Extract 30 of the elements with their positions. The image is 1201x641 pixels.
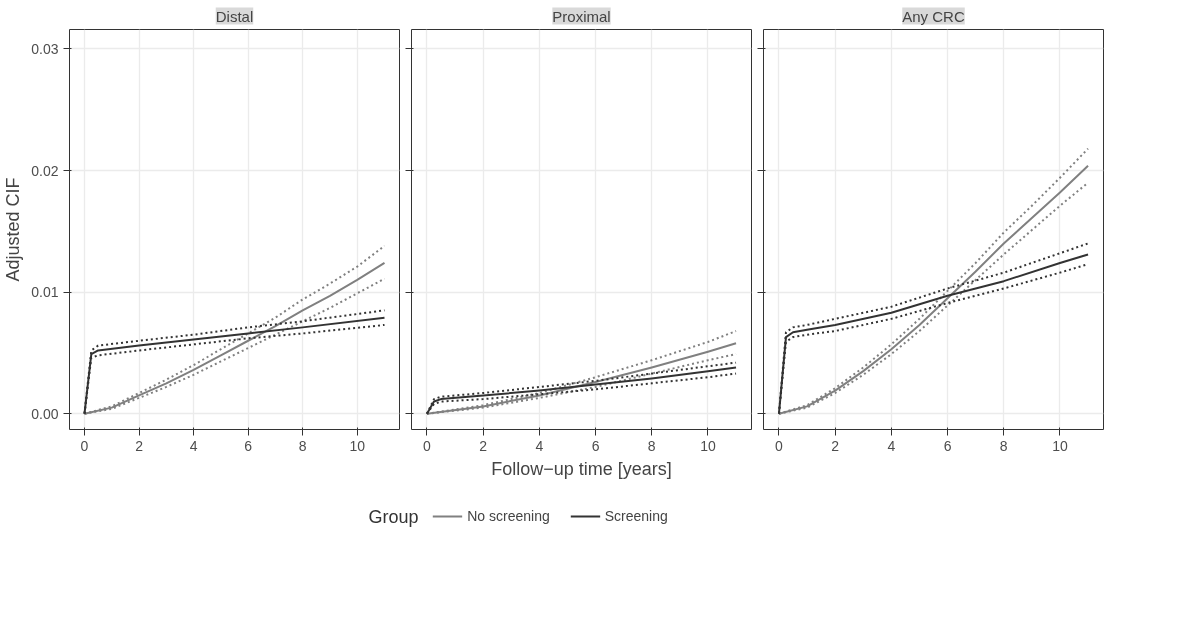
x-tick-label: 4 xyxy=(887,437,896,454)
x-axis-title: Follow−up time [years] xyxy=(491,458,672,479)
x-tick-label: 6 xyxy=(591,437,600,454)
y-tick-label: 0.01 xyxy=(31,284,59,301)
chart-title: Any CRC xyxy=(902,7,965,25)
x-tick-label: 10 xyxy=(700,437,716,454)
x-tick-label: 10 xyxy=(1052,437,1068,454)
x-tick-label: 0 xyxy=(80,437,89,454)
legend-label: Screening xyxy=(604,508,668,524)
legend-label: No screening xyxy=(467,508,550,524)
x-tick-label: 6 xyxy=(943,437,952,454)
x-tick-label: 0 xyxy=(775,437,784,454)
chart-title: Distal xyxy=(215,7,254,25)
x-tick-label: 8 xyxy=(298,437,307,454)
x-tick-label: 8 xyxy=(647,437,656,454)
x-tick-label: 4 xyxy=(189,437,198,454)
x-tick-label: 2 xyxy=(831,437,840,454)
y-axis-title: Adjusted CIF xyxy=(3,177,24,282)
x-tick-label: 2 xyxy=(135,437,144,454)
legend-title: Group xyxy=(368,506,419,527)
x-tick-label: 6 xyxy=(244,437,253,454)
x-tick-label: 10 xyxy=(349,437,366,454)
x-tick-label: 4 xyxy=(535,437,544,454)
x-tick-label: 0 xyxy=(423,437,432,454)
y-tick-label: 0.02 xyxy=(31,162,59,179)
x-tick-label: 2 xyxy=(479,437,488,454)
chart-title: Proximal xyxy=(552,7,611,25)
y-tick-label: 0.00 xyxy=(31,405,59,422)
y-tick-label: 0.03 xyxy=(31,40,59,57)
x-tick-label: 8 xyxy=(999,437,1008,454)
